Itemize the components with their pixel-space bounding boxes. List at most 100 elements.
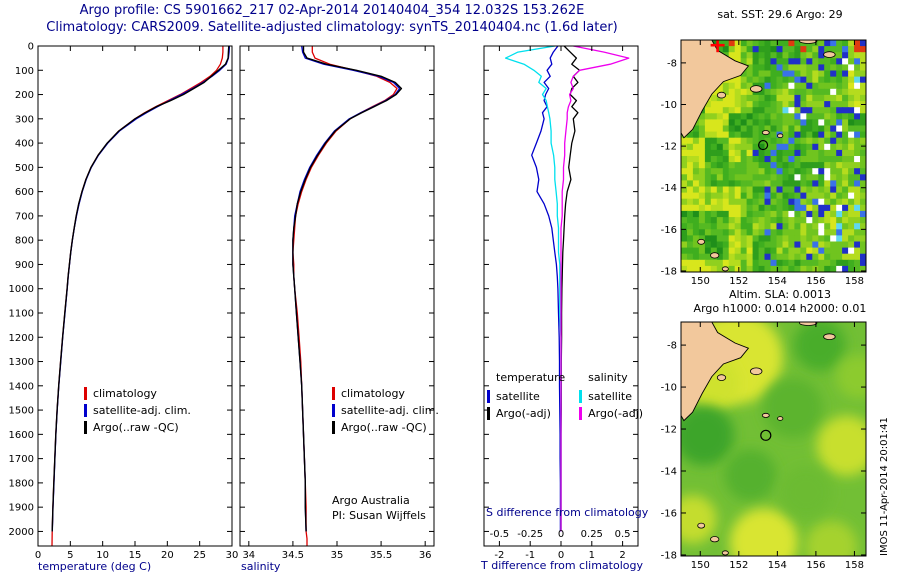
sst-cell (758, 223, 766, 230)
sst-cell (854, 210, 861, 218)
sst-cell (860, 149, 866, 157)
sst-cell (824, 58, 831, 65)
sst-cell (830, 192, 837, 200)
sst-cell (687, 180, 694, 188)
sst-cell (740, 204, 748, 212)
sst-cell (734, 125, 742, 133)
sst-cell (794, 40, 801, 47)
sst-cell (830, 235, 837, 243)
sst-cell (794, 70, 801, 78)
tick-label: -0.5 (490, 529, 510, 540)
sst-cell (800, 82, 807, 90)
tick-label: 156 (806, 276, 825, 287)
sst-cell (788, 125, 795, 133)
sst-cell (854, 82, 861, 90)
sst-cell (812, 180, 819, 188)
sst-cell (698, 186, 706, 194)
tick-label: 154 (768, 276, 787, 287)
sst-cell (692, 125, 700, 133)
sst-cell (764, 186, 772, 194)
sst-cell (788, 88, 795, 96)
sst-cell (794, 186, 801, 194)
sst-cell (860, 192, 866, 200)
tick-label: 0.25 (581, 529, 603, 540)
legend-item-t-satellite: satellite (487, 388, 565, 405)
sst-cell (752, 149, 760, 157)
sst-cell (764, 241, 772, 249)
sst-cell (770, 125, 778, 133)
sst-cell (752, 253, 760, 261)
sst-cell (770, 253, 778, 261)
satellite-line-swatch (487, 390, 490, 403)
sst-cell (812, 210, 819, 218)
sst-cell (746, 156, 754, 163)
sst-cell (776, 125, 784, 133)
sst-cell (788, 204, 795, 212)
sst-cell (770, 180, 778, 188)
sst-cell (854, 101, 861, 108)
sst-cell (842, 259, 849, 267)
sst-cell (687, 253, 694, 261)
sst-cell (752, 40, 760, 47)
sst-cell (758, 125, 766, 133)
sst-cell (800, 174, 807, 181)
sst-cell (716, 265, 724, 272)
sst-cell (776, 174, 784, 181)
tick-label: 800 (15, 236, 34, 247)
sst-cell (842, 52, 849, 59)
sst-cell (728, 94, 736, 102)
sst-cell (752, 101, 760, 108)
tick-label: 1100 (9, 308, 34, 319)
sst-cell (758, 180, 766, 188)
sst-cell (854, 46, 861, 53)
sst-cell (740, 82, 748, 90)
tick-label: -2 (494, 550, 504, 561)
sst-cell (692, 247, 700, 255)
sst-cell (764, 259, 772, 267)
sst-cell (710, 229, 718, 236)
sst-cell (782, 162, 790, 169)
sst-cell (704, 168, 712, 175)
sst-cell (704, 174, 712, 181)
sst-cell (788, 192, 795, 200)
sst-cell (806, 259, 813, 267)
sst-cell (848, 192, 855, 200)
sst-cell (788, 64, 795, 72)
sst-cell (710, 107, 718, 114)
sst-cell (770, 58, 778, 65)
sst-cell (782, 149, 790, 157)
sst-cell (860, 125, 866, 133)
sst-cell (734, 94, 742, 102)
sst-cell (770, 52, 778, 59)
sst-cell (776, 186, 784, 194)
sst-cell (758, 156, 766, 163)
sst-cell (728, 40, 736, 47)
sst-cell (764, 229, 772, 236)
sst-cell (746, 186, 754, 194)
sst-cell (776, 235, 784, 243)
sst-cell (752, 180, 760, 188)
sst-cell (681, 168, 688, 175)
sst-cell (812, 168, 819, 175)
sst-cell (830, 223, 837, 230)
sst-cell (752, 192, 760, 200)
sst-cell (764, 76, 772, 84)
sst-cell (848, 210, 855, 218)
sst-cell (824, 235, 831, 243)
sst-cell (782, 58, 790, 65)
tick-label: 0 (558, 550, 564, 561)
sst-cell (830, 94, 837, 102)
sst-cell (788, 82, 795, 90)
sst-cell (800, 265, 807, 272)
sst-cell (687, 186, 694, 194)
sst-cell (710, 235, 718, 243)
sst-cell (812, 223, 819, 230)
sst-cell (824, 101, 831, 108)
sst-cell (830, 40, 837, 47)
sst-cell (746, 113, 754, 120)
sst-cell (722, 143, 730, 151)
sst-cell (728, 210, 736, 218)
sst-cell (687, 247, 694, 255)
sst-cell (681, 137, 688, 145)
sst-cell (734, 265, 742, 272)
